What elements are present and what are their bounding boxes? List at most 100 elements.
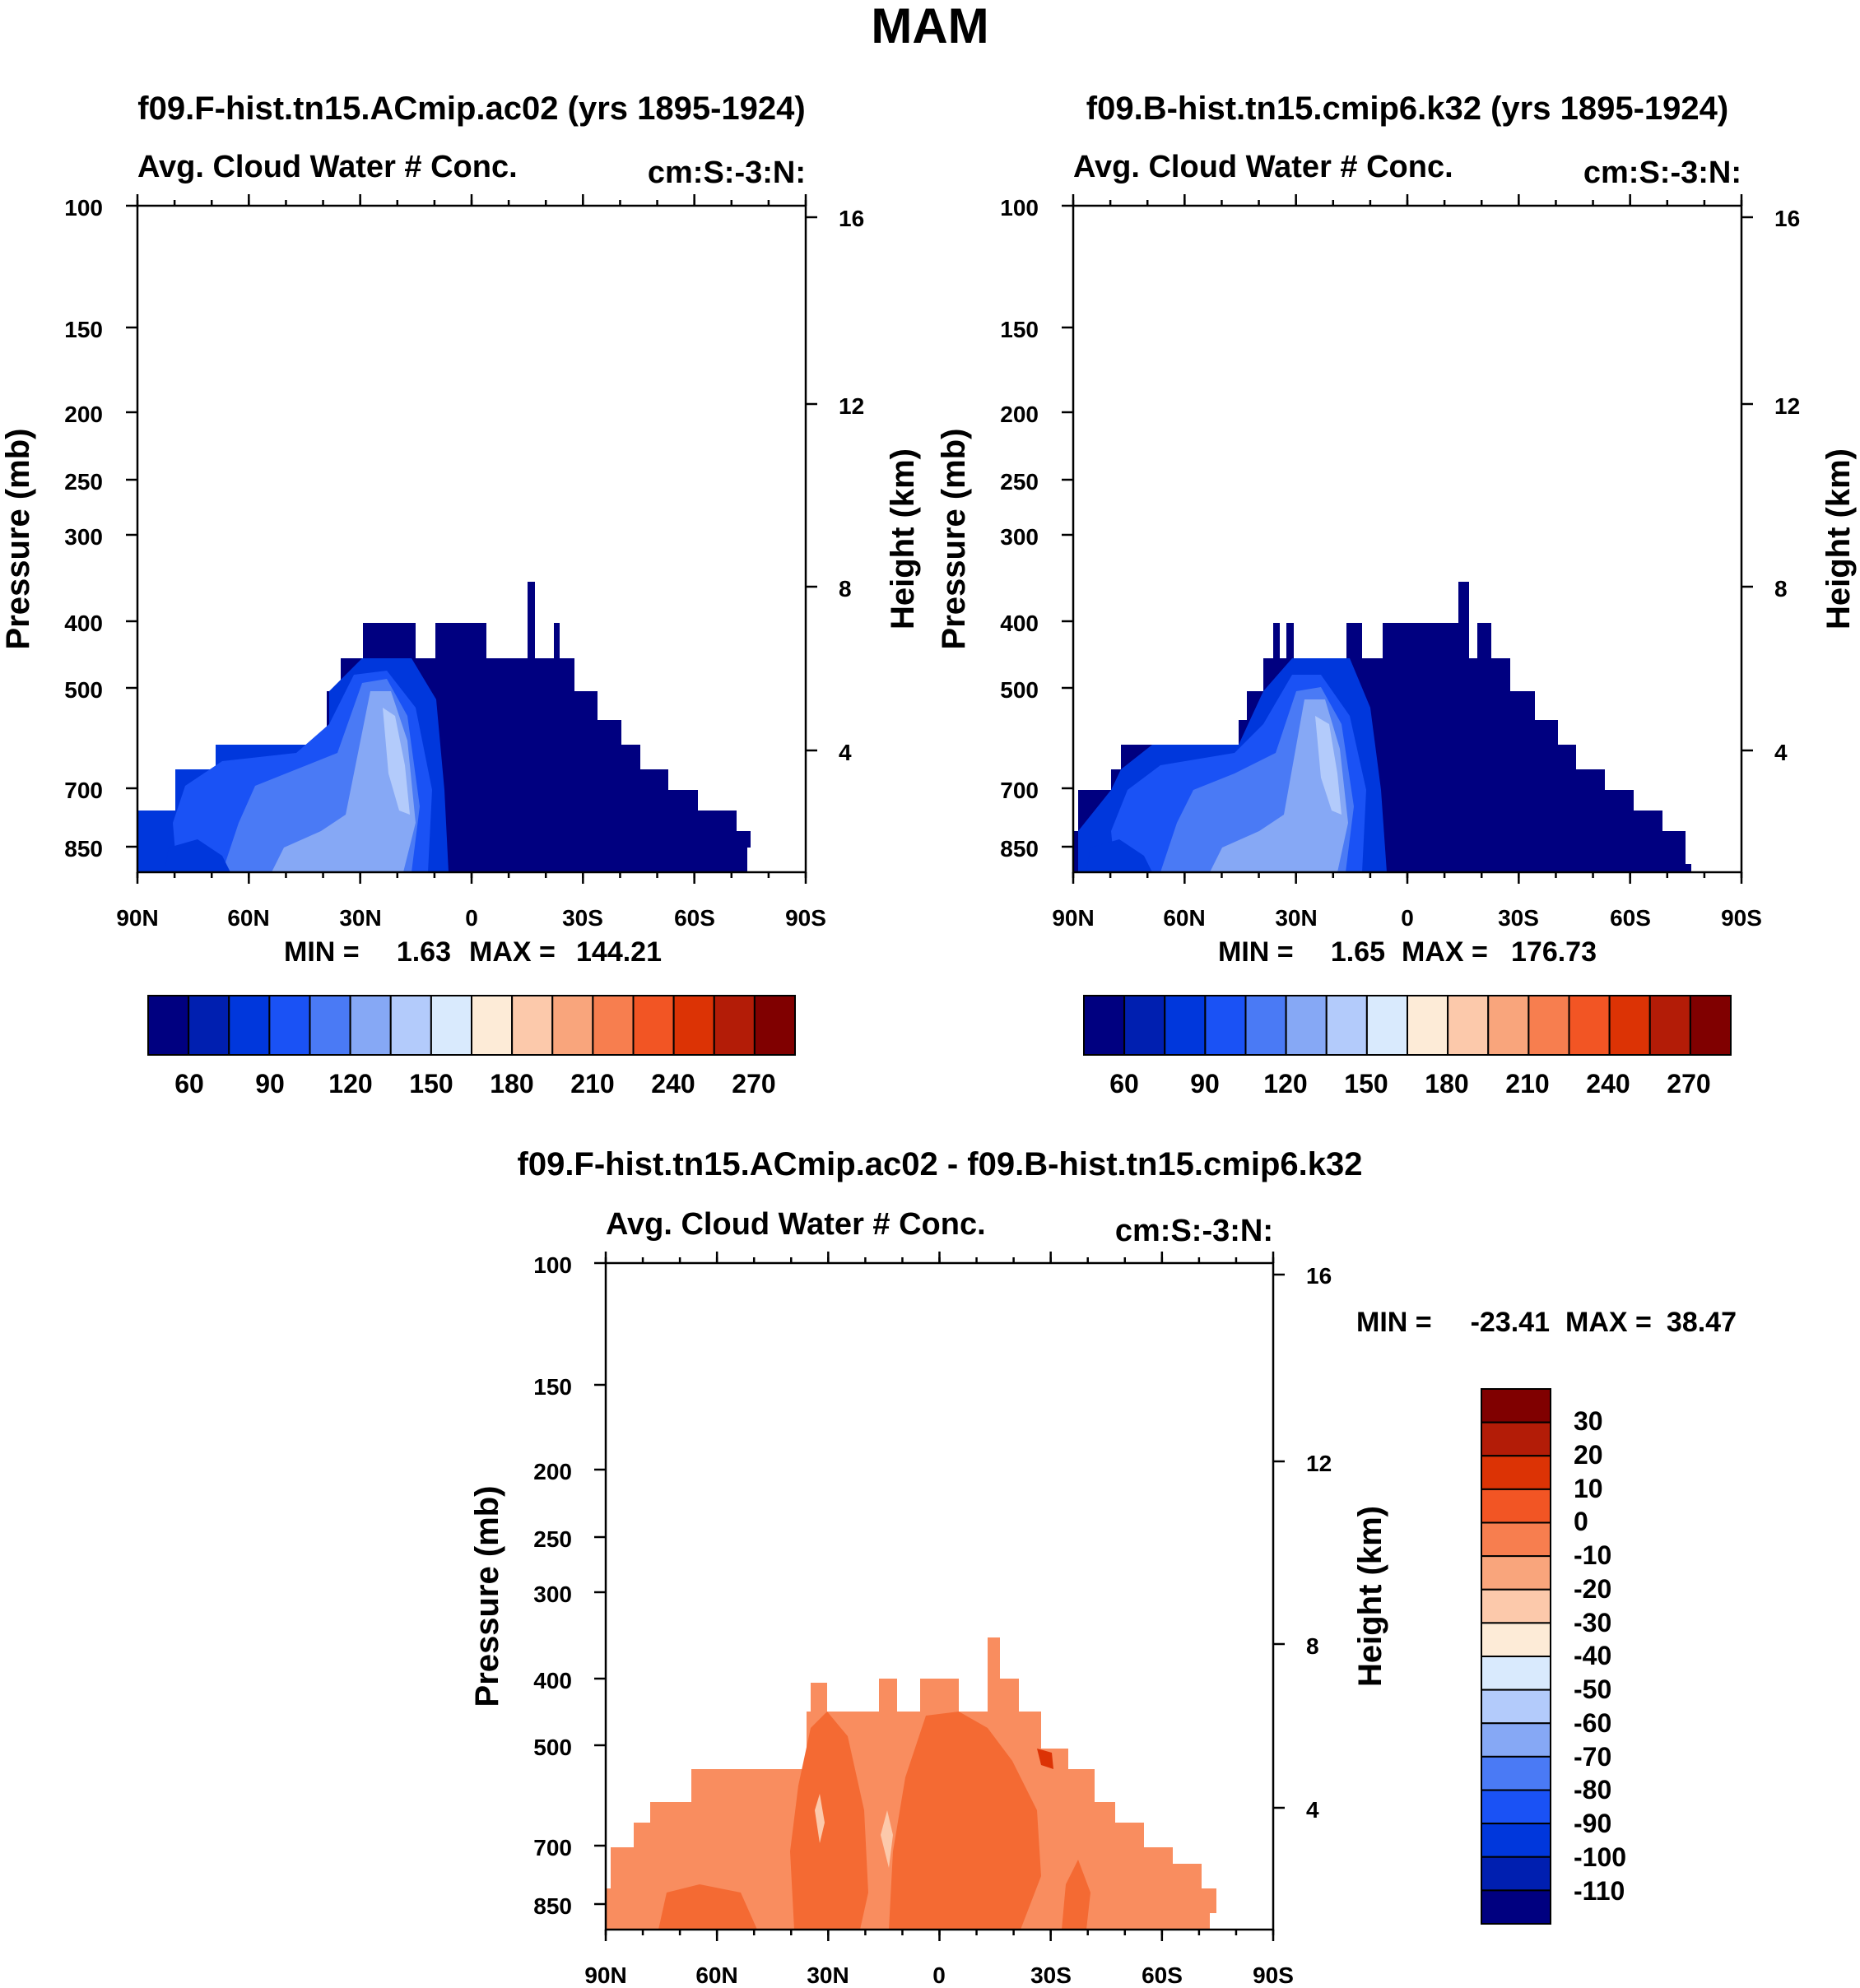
- panel-3-y-tick-label: 500: [533, 1735, 572, 1760]
- panel-3-contour-level: [881, 1810, 893, 1868]
- colorbar-swatch: [147, 995, 190, 1056]
- panel-3-colorbar-label: -70: [1574, 1742, 1611, 1772]
- panel-1-colorbar-label: 90: [255, 1069, 285, 1099]
- colorbar-swatch: [1608, 995, 1651, 1056]
- panel-2-colorbar-label: 90: [1190, 1069, 1220, 1099]
- panel-1-x-tick-label: 60N: [227, 905, 269, 931]
- panel-2-min-value: 1.65: [1331, 936, 1385, 968]
- panel-2-y2-tick-label: 16: [1774, 206, 1800, 231]
- colorbar-swatch: [1481, 1722, 1551, 1758]
- colorbar-swatch: [1481, 1488, 1551, 1524]
- colorbar-swatch: [1568, 995, 1611, 1056]
- colorbar-swatch: [511, 995, 554, 1056]
- panel-1-subtitle-right: cm:S:-3:N:: [648, 156, 806, 190]
- panel-3-contour-level: [1037, 1749, 1053, 1769]
- panel-2-y2-tick-label: 8: [1774, 576, 1788, 602]
- panel-2-y-tick-label: 100: [1000, 195, 1039, 221]
- panel-2-x-tick-label: 30S: [1498, 905, 1539, 931]
- panel-3-colorbar: [1481, 1388, 1551, 1925]
- panel-1-colorbar-label: 210: [570, 1069, 614, 1099]
- panel-2-colorbar-label: 240: [1586, 1069, 1630, 1099]
- panel-1-y-tick-label: 300: [64, 524, 103, 550]
- panel-2-y2-axis-label: Height (km): [1820, 448, 1857, 629]
- panel-3-contour-level: [889, 1712, 1041, 1930]
- colorbar-swatch: [1447, 995, 1490, 1056]
- panel-3-y2-tick-label: 12: [1306, 1451, 1332, 1476]
- colorbar-swatch: [1481, 1521, 1551, 1558]
- panel-2-colorbar: [1083, 995, 1732, 1056]
- panel-1-y-tick-label: 700: [64, 778, 103, 803]
- colorbar-swatch: [1481, 1555, 1551, 1591]
- panel-3-x-tick-label: 90S: [1253, 1962, 1294, 1988]
- panel-3-colorbar-label: 10: [1574, 1474, 1603, 1503]
- panel-1-x-tick-label: 0: [465, 905, 478, 931]
- panel-3-y-tick-label: 150: [533, 1374, 572, 1400]
- panel-2-max-label: MAX =: [1402, 936, 1488, 968]
- panel-1-y-tick-label: 500: [64, 677, 103, 703]
- panel-3-colorbar-label: -110: [1574, 1876, 1625, 1906]
- panel-1-y-tick-label: 100: [64, 195, 103, 221]
- colorbar-swatch: [1481, 1622, 1551, 1657]
- panel-2-x-tick-label: 90S: [1721, 905, 1762, 931]
- panel-2-x-tick-label: 60S: [1610, 905, 1651, 931]
- colorbar-swatch: [1481, 1588, 1551, 1624]
- panel-3-y2-tick-label: 8: [1306, 1633, 1319, 1659]
- colorbar-swatch: [430, 995, 472, 1056]
- panel-1-x-tick-label: 30N: [339, 905, 381, 931]
- colorbar-swatch: [672, 995, 715, 1056]
- panel-1-x-tick-label: 60S: [674, 905, 715, 931]
- colorbar-swatch: [1325, 995, 1368, 1056]
- panel-2-x-tick-label: 30N: [1275, 905, 1317, 931]
- panel-2-contour-field: [1073, 582, 1691, 872]
- panel-3-colorbar-label: -60: [1574, 1708, 1611, 1738]
- colorbar-swatch: [389, 995, 432, 1056]
- panel-3-x-tick-label: 0: [932, 1962, 946, 1988]
- panel-2-x-tick-label: 60N: [1163, 905, 1205, 931]
- panel-1-y-axis-label: Pressure (mb): [0, 429, 36, 650]
- colorbar-swatch: [1481, 1388, 1551, 1424]
- panel-1-min-value: 1.63: [397, 936, 451, 968]
- colorbar-swatch: [1204, 995, 1247, 1056]
- panel-1-max-value: 144.21: [576, 936, 662, 968]
- colorbar-swatch: [753, 995, 796, 1056]
- panel-1-y-tick-label: 850: [64, 836, 103, 862]
- panel-2-contour-level: [1210, 699, 1348, 872]
- panel-3-subtitle-right: cm:S:-3:N:: [1115, 1214, 1273, 1248]
- colorbar-swatch: [1481, 1656, 1551, 1691]
- panel-2-contour-level: [1315, 716, 1342, 815]
- panel-1-y-tick-label: 250: [64, 469, 103, 495]
- colorbar-swatch: [309, 995, 351, 1056]
- panel-3-colorbar-label: -40: [1574, 1641, 1611, 1670]
- panel-3-contour-level: [658, 1884, 757, 1930]
- panel-1-colorbar-label: 240: [651, 1069, 695, 1099]
- panel-3: f09.F-hist.tn15.ACmip.ac02 - f09.B-hist.…: [469, 1146, 1737, 1988]
- panel-1-colorbar-label: 150: [409, 1069, 453, 1099]
- colorbar-swatch: [1407, 995, 1449, 1056]
- panel-1-colorbar-label: 60: [174, 1069, 204, 1099]
- panel-1-x-tick-label: 90N: [116, 905, 158, 931]
- panel-3-y-tick-label: 850: [533, 1893, 572, 1919]
- panel-3-colorbar-label: -80: [1574, 1775, 1611, 1805]
- panel-2-y-tick-label: 400: [1000, 611, 1039, 636]
- panel-1-x-tick-label: 90S: [785, 905, 826, 931]
- panel-3-colorbar-label: 30: [1574, 1406, 1603, 1436]
- colorbar-swatch: [1481, 1421, 1551, 1457]
- colorbar-swatch: [228, 995, 271, 1056]
- colorbar-swatch: [1648, 995, 1691, 1056]
- colorbar-swatch: [1689, 995, 1732, 1056]
- panel-3-max-value: 38.47: [1667, 1307, 1737, 1338]
- panel-1-y2-tick-label: 8: [839, 576, 852, 602]
- panel-3-colorbar-label: -100: [1574, 1842, 1626, 1872]
- panel-1-colorbar-label: 120: [328, 1069, 372, 1099]
- panel-1-y-tick-label: 200: [64, 402, 103, 427]
- panel-1-colorbar-label: 180: [490, 1069, 533, 1099]
- panel-3-y2-tick-label: 4: [1306, 1797, 1319, 1823]
- panel-2-y-tick-label: 200: [1000, 402, 1039, 427]
- colorbar-swatch: [713, 995, 756, 1056]
- colorbar-swatch: [188, 995, 230, 1056]
- panel-1-contour-level: [272, 691, 416, 872]
- colorbar-swatch: [1285, 995, 1328, 1056]
- colorbar-swatch: [592, 995, 635, 1056]
- panel-1-x-tick-label: 30S: [562, 905, 603, 931]
